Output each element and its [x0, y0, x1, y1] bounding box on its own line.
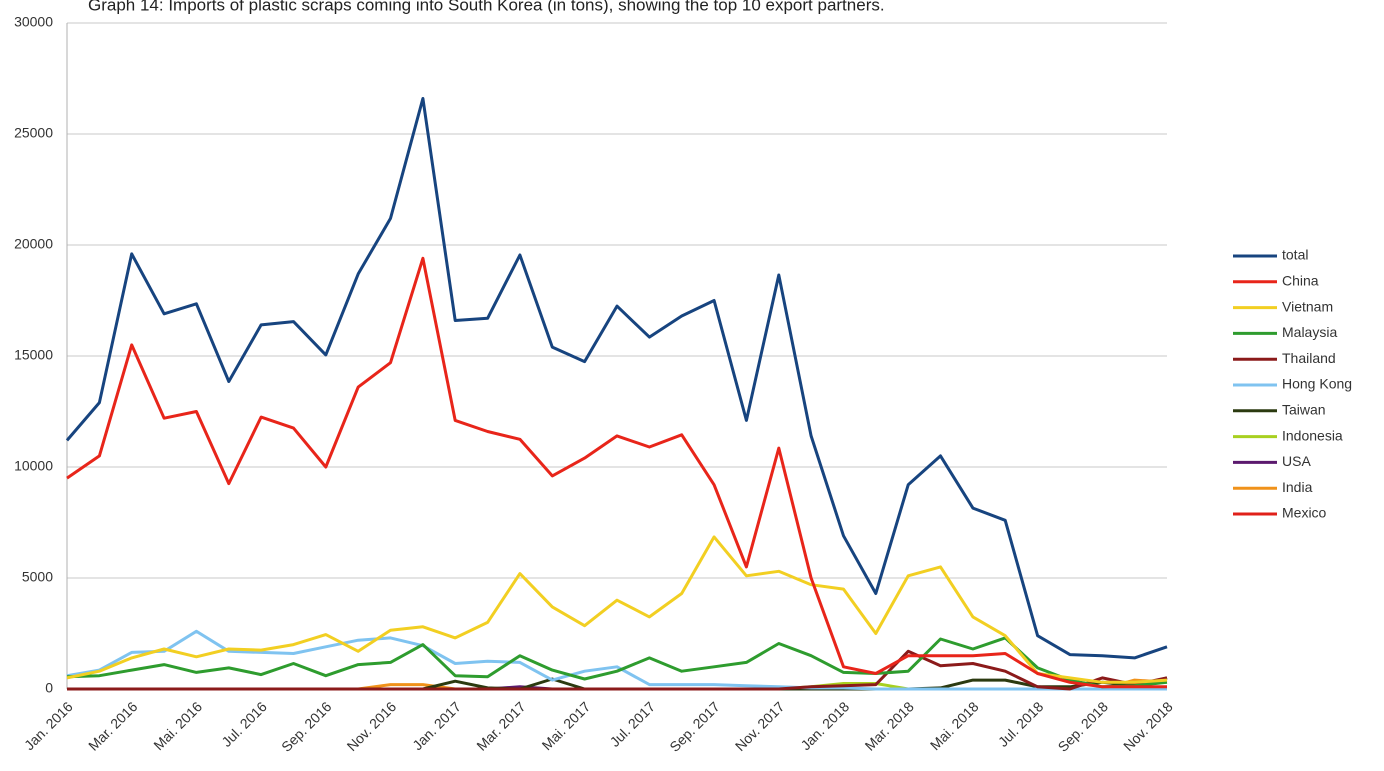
legend-label: Hong Kong [1282, 376, 1352, 392]
legend-label: Thailand [1282, 350, 1336, 366]
y-tick-label: 10000 [14, 458, 53, 474]
series-line [67, 676, 1168, 691]
y-tick-label: 15000 [14, 347, 53, 363]
x-tick-label: Jan. 2017 [409, 698, 464, 753]
legend-label: USA [1282, 453, 1311, 469]
legend-label: total [1282, 247, 1308, 263]
legend: total China Vietnam Malaysia Thailand Hong Ko… [1233, 247, 1352, 521]
legend-label: Taiwan [1282, 402, 1326, 418]
y-tick-label: 5000 [22, 569, 53, 585]
x-tick-label: Sep. 2016 [278, 698, 335, 755]
x-tick-label: Mar. 2017 [473, 698, 528, 753]
x-tick-label: Sep. 2017 [666, 698, 723, 755]
x-tick-label: Jul. 2016 [218, 698, 270, 750]
legend-label: Mexico [1282, 505, 1327, 521]
legend-label: Indonesia [1282, 427, 1343, 443]
legend-label: Malaysia [1282, 324, 1337, 340]
y-tick-label: 20000 [14, 236, 53, 252]
legend-label: China [1282, 273, 1319, 289]
y-tick-label: 0 [45, 680, 53, 696]
series-line [66, 256, 1167, 689]
legend-label: India [1282, 479, 1313, 495]
x-tick-label: Jul. 2017 [607, 698, 659, 750]
x-tick-label: Mar. 2018 [862, 698, 917, 753]
x-tick-label: Mai. 2018 [927, 698, 982, 753]
x-tick-label: Mai. 2016 [150, 698, 205, 753]
series-line [65, 97, 1168, 660]
series-line [66, 636, 1168, 689]
chart-title: Graph 14: Imports of plastic scraps comi… [88, 0, 885, 14]
legend-label: Vietnam [1282, 298, 1333, 314]
x-tick-label: Sep. 2018 [1055, 698, 1112, 755]
y-tick-label: 30000 [14, 14, 53, 30]
x-tick-label: Mai. 2017 [539, 698, 594, 753]
y-tick-label: 25000 [14, 125, 53, 141]
series-line [67, 649, 1168, 691]
series-line [66, 535, 1168, 684]
x-tick-label: Jul. 2018 [995, 698, 1047, 750]
x-tick-label: Jan. 2016 [21, 698, 76, 753]
x-tick-label: Nov. 2018 [1120, 698, 1176, 754]
x-tick-label: Mar. 2016 [85, 698, 140, 753]
series-line [66, 629, 1167, 691]
x-tick-label: Nov. 2016 [344, 698, 400, 754]
x-tick-label: Nov. 2017 [732, 698, 788, 754]
x-tick-label: Jan. 2018 [797, 698, 852, 753]
